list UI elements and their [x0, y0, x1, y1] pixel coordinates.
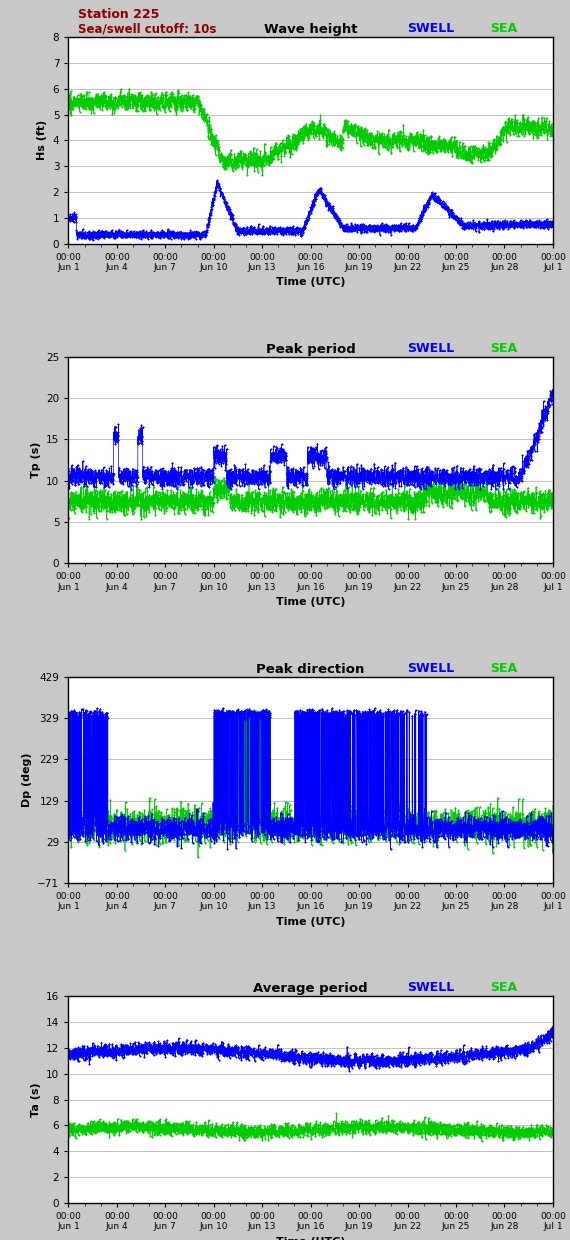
Text: SEA: SEA [490, 662, 517, 675]
Text: SEA: SEA [490, 981, 517, 994]
Title: Peak period: Peak period [266, 342, 356, 356]
Y-axis label: Hs (ft): Hs (ft) [37, 120, 47, 160]
X-axis label: Time (UTC): Time (UTC) [276, 1236, 345, 1240]
Text: Station 225: Station 225 [78, 7, 160, 21]
Y-axis label: Tp (s): Tp (s) [31, 441, 40, 479]
Y-axis label: Dp (deg): Dp (deg) [22, 753, 32, 807]
Text: SWELL: SWELL [408, 981, 455, 994]
Text: Sea/swell cutoff: 10s: Sea/swell cutoff: 10s [78, 22, 217, 35]
Y-axis label: Ta (s): Ta (s) [31, 1083, 40, 1117]
Text: SWELL: SWELL [408, 662, 455, 675]
Text: SEA: SEA [490, 342, 517, 355]
Text: SWELL: SWELL [408, 342, 455, 355]
Title: Peak direction: Peak direction [256, 662, 365, 676]
Title: Average period: Average period [253, 982, 368, 996]
X-axis label: Time (UTC): Time (UTC) [276, 598, 345, 608]
Title: Wave height: Wave height [264, 24, 357, 36]
X-axis label: Time (UTC): Time (UTC) [276, 278, 345, 288]
Text: SWELL: SWELL [408, 22, 455, 35]
X-axis label: Time (UTC): Time (UTC) [276, 918, 345, 928]
Text: SEA: SEA [490, 22, 517, 35]
